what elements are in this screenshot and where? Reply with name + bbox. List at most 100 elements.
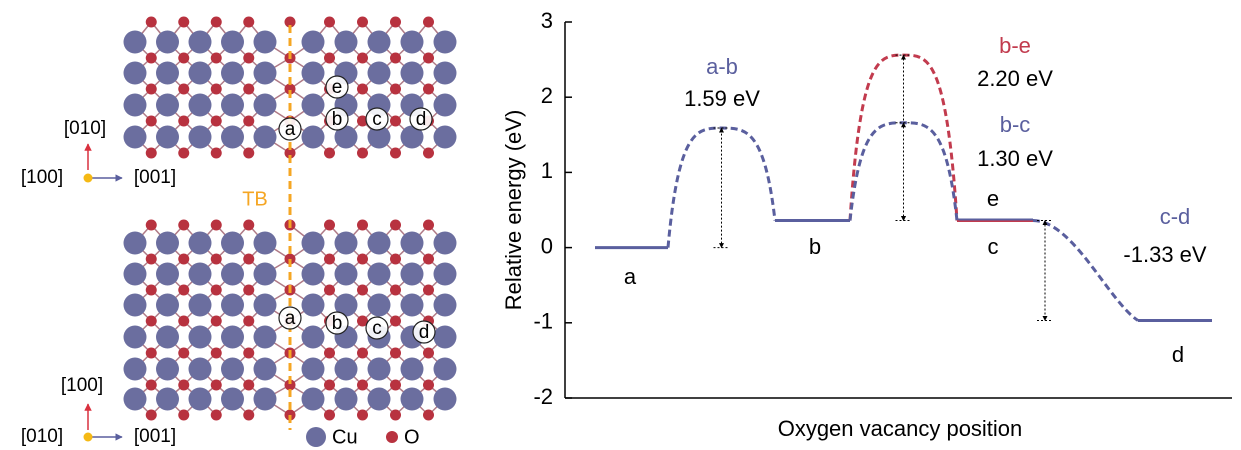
cu-atom <box>434 94 457 117</box>
cu-atom <box>124 326 147 349</box>
barrier-curve <box>1033 221 1138 321</box>
cu-atom <box>221 62 244 85</box>
state-label: e <box>987 186 999 211</box>
cu-atom <box>335 232 358 255</box>
cu-atom <box>189 126 212 149</box>
cu-atom <box>335 358 358 381</box>
o-atom <box>324 17 335 28</box>
cu-atom <box>254 62 277 85</box>
cu-atom <box>221 31 244 54</box>
cu-atom <box>401 232 424 255</box>
cu-atom <box>368 388 391 411</box>
barrier-name: c-d <box>1160 204 1191 229</box>
cu-atom <box>156 326 179 349</box>
cu-atom <box>221 388 244 411</box>
o-atom <box>357 254 368 265</box>
y-tick-label: 1 <box>541 158 553 183</box>
o-atom <box>390 84 401 95</box>
cu-atom <box>221 126 244 149</box>
o-atom <box>324 348 335 359</box>
cu-atom <box>124 62 147 85</box>
cu-atom <box>434 326 457 349</box>
axis-label: [001] <box>134 426 176 447</box>
cu-atom <box>401 358 424 381</box>
cu-atom <box>302 388 325 411</box>
cu-atom <box>156 62 179 85</box>
cu-atom <box>124 358 147 381</box>
site-label: b <box>332 109 343 130</box>
y-tick-label: -2 <box>533 384 553 409</box>
o-atom <box>146 84 157 95</box>
o-atom <box>390 53 401 64</box>
y-tick-label: 0 <box>541 233 553 258</box>
cu-atom <box>221 358 244 381</box>
cu-atom <box>434 358 457 381</box>
o-atom <box>211 410 222 421</box>
cu-atom <box>189 263 212 286</box>
o-atom <box>146 316 157 327</box>
cu-atom <box>302 126 325 149</box>
cu-atom <box>189 232 212 255</box>
cu-atom <box>156 358 179 381</box>
cu-atom <box>156 31 179 54</box>
cu-atom <box>368 358 391 381</box>
cu-atom <box>156 294 179 317</box>
o-atom <box>211 53 222 64</box>
o-atom <box>211 316 222 327</box>
y-tick-label: 3 <box>541 8 553 33</box>
boundary-label: TB <box>242 188 268 210</box>
state-label: b <box>809 234 821 259</box>
o-atom <box>243 53 254 64</box>
cu-atom <box>254 388 277 411</box>
cu-atom <box>401 31 424 54</box>
o-atom <box>243 220 254 231</box>
barrier-name: b-e <box>999 33 1031 58</box>
o-atom <box>146 148 157 159</box>
o-atom <box>390 116 401 127</box>
o-atom <box>324 53 335 64</box>
cu-atom <box>302 263 325 286</box>
o-atom <box>243 254 254 265</box>
barrier-name: b-c <box>1000 112 1031 137</box>
cu-atom <box>156 388 179 411</box>
cu-atom <box>189 94 212 117</box>
legend-swatch <box>306 427 326 447</box>
cu-atom <box>434 263 457 286</box>
cu-atom <box>434 294 457 317</box>
cu-atom <box>156 126 179 149</box>
cu-atom <box>335 263 358 286</box>
axis-label: [010] <box>21 426 63 447</box>
site-label: c <box>372 109 382 130</box>
o-atom <box>211 17 222 28</box>
cu-atom <box>302 31 325 54</box>
site-label: d <box>419 322 430 343</box>
o-atom <box>211 285 222 296</box>
o-atom <box>423 410 434 421</box>
o-atom <box>243 348 254 359</box>
axis-label: [100] <box>21 167 63 188</box>
cu-atom <box>124 294 147 317</box>
o-atom <box>324 254 335 265</box>
cu-atom <box>124 31 147 54</box>
cu-atom <box>124 126 147 149</box>
axis-dot <box>84 174 93 183</box>
barrier-name: a-b <box>706 54 738 79</box>
cu-atom <box>254 326 277 349</box>
cu-atom <box>401 62 424 85</box>
o-atom <box>423 220 434 231</box>
o-atom <box>178 148 189 159</box>
cu-atom <box>189 294 212 317</box>
o-atom <box>423 84 434 95</box>
o-atom <box>390 254 401 265</box>
o-atom <box>178 53 189 64</box>
o-atom <box>211 116 222 127</box>
cu-atom <box>335 31 358 54</box>
cu-atom <box>434 388 457 411</box>
axis-label: [010] <box>64 118 106 139</box>
o-atom <box>178 84 189 95</box>
o-atom <box>243 410 254 421</box>
o-atom <box>423 285 434 296</box>
o-atom <box>178 17 189 28</box>
o-atom <box>324 220 335 231</box>
site-label: a <box>285 308 296 329</box>
